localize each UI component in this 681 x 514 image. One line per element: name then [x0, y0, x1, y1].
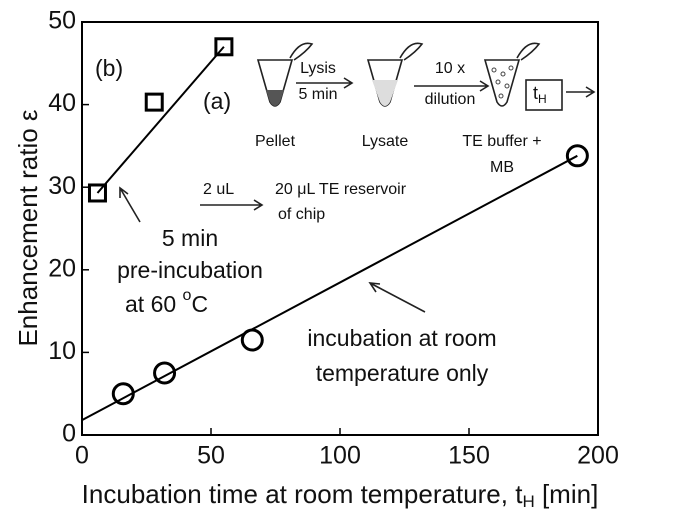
annotation: 10 x — [435, 60, 465, 77]
annotation-part: H — [538, 92, 547, 106]
x-tick-label: 200 — [577, 442, 619, 470]
annotations: (b) (a) Pellet Lysis 5 min Lysate 10 x d… — [95, 55, 547, 386]
annotation: pre-incubation — [117, 257, 263, 283]
y-tick-label: 0 — [62, 420, 76, 448]
annotation: dilution — [425, 91, 476, 108]
y-axis-label: Enhancement ratio ε — [13, 109, 43, 346]
annotation: TE buffer + — [462, 133, 541, 150]
arrows — [119, 77, 596, 313]
tube-cap — [399, 42, 424, 61]
fit-line — [81, 154, 578, 422]
annotation: MB — [490, 159, 514, 176]
y-tick-label: 50 — [48, 7, 76, 35]
x-axis-label-part: [min] — [535, 479, 599, 509]
box — [525, 79, 563, 111]
annotation-part: at 60 — [125, 291, 183, 317]
tube-cap — [289, 42, 314, 61]
annotation: Pellet — [255, 133, 296, 150]
x-tick-label: 150 — [448, 442, 490, 470]
x-axis-label: Incubation time at room temperature, tH … — [82, 479, 599, 512]
x-tick-label: 100 — [319, 442, 361, 470]
tube-cap — [516, 42, 541, 61]
annotation: incubation at room — [307, 325, 496, 351]
schematic — [119, 42, 596, 313]
annotation: 2 uL — [203, 181, 234, 198]
annotation: temperature only — [316, 360, 489, 386]
x-tick-label: 50 — [197, 442, 225, 470]
y-tick-label: 30 — [48, 172, 76, 200]
pellet — [266, 90, 284, 106]
x-axis-label-part: Incubation time at room temperature, t — [82, 479, 524, 509]
tube — [483, 59, 521, 107]
fit-line — [96, 46, 225, 194]
annotation: of chip — [278, 206, 325, 223]
annotation: Lysate — [362, 133, 409, 150]
annotation: 5 min — [162, 225, 218, 251]
y-tick-label: 20 — [48, 254, 76, 282]
annotation: Lysis — [300, 60, 336, 77]
annotation-part: C — [191, 291, 208, 317]
x-axis-label-part: H — [522, 492, 534, 511]
annotation: 20 μL TE reservoir — [275, 181, 407, 198]
annotation: (a) — [203, 88, 231, 114]
annotation: (b) — [95, 55, 123, 81]
y-tick-label: 10 — [48, 337, 76, 365]
annotation-part: t — [533, 83, 538, 103]
beads — [491, 65, 514, 99]
annotation-part: o — [183, 287, 192, 304]
lysate — [372, 80, 398, 106]
y-tick-label: 40 — [48, 89, 76, 117]
annotation: tH — [533, 83, 547, 106]
point — [144, 92, 164, 112]
x-tick-label: 0 — [75, 442, 89, 470]
annotation: at 60 oC — [125, 287, 208, 317]
annotation: 5 min — [298, 86, 337, 103]
